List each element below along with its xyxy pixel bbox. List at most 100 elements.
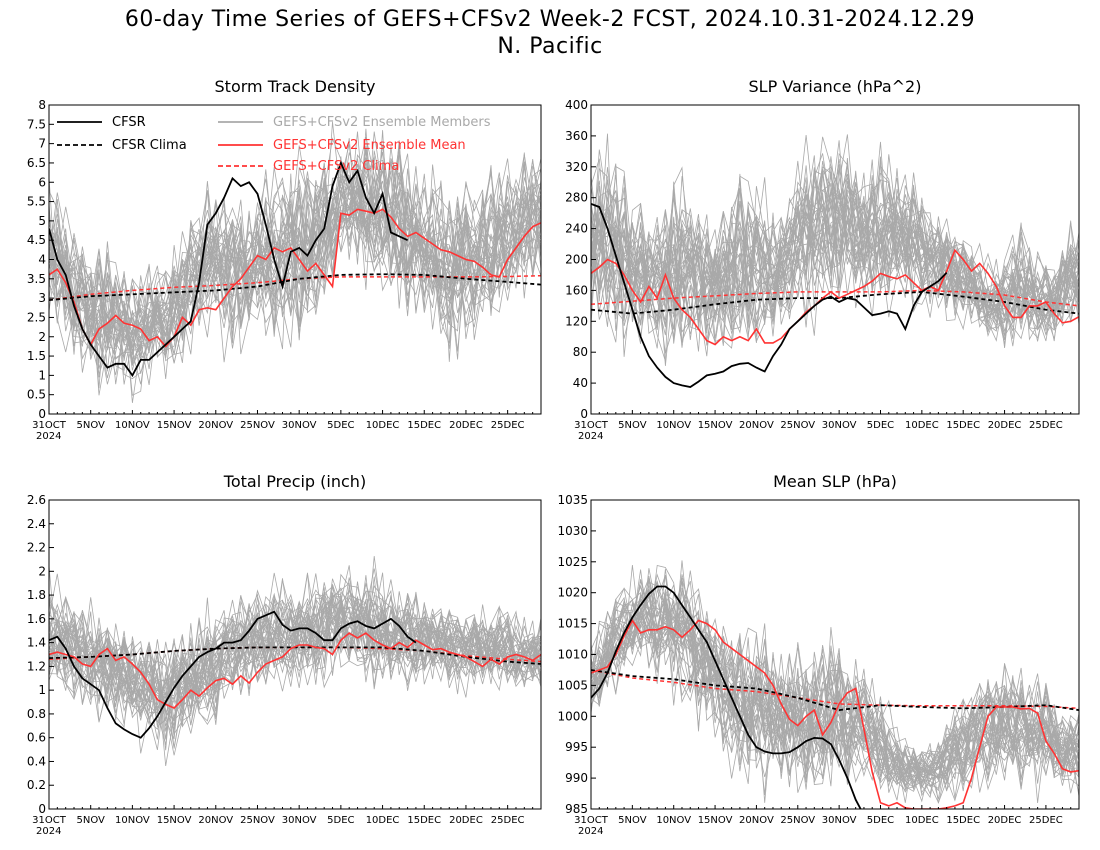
x-tick-label: 20DEC [988, 815, 1022, 826]
y-tick-label: 1.4 [27, 636, 46, 650]
x-tick-label: 20NOV [739, 420, 774, 431]
series-line-cfsr [591, 203, 948, 388]
series-line-cfsr-clima [591, 669, 1079, 712]
x-tick-label: 10DEC [905, 420, 939, 431]
y-tick-label: 1035 [557, 493, 588, 507]
x-tick-label: 20NOV [198, 420, 233, 431]
legend-label: GEFS+CFSv2 Clima [273, 159, 399, 174]
y-tick-label: 0.5 [27, 388, 46, 402]
ensemble-member-line [591, 165, 1079, 339]
x-year-label: 2024 [578, 826, 603, 837]
x-tick-label: 31OCT [574, 815, 609, 826]
y-tick-label: 320 [565, 160, 588, 174]
figure-title-line1: 60-day Time Series of GEFS+CFSv2 Week-2 … [124, 7, 976, 32]
y-tick-label: 985 [565, 802, 588, 816]
y-tick-label: 6 [38, 175, 46, 189]
y-tick-label: 5 [38, 214, 46, 228]
series-line-gefs-cfsv2-clima [591, 669, 1079, 710]
ensemble-member-line [49, 145, 541, 380]
x-tick-label: 5DEC [327, 815, 354, 826]
x-tick-label: 5NOV [618, 815, 647, 826]
y-tick-label: 2 [38, 564, 46, 578]
legend-label: CFSR Clima [112, 138, 187, 153]
x-year-label: 2024 [578, 431, 603, 442]
panel-storm-track-density: Storm Track Density 0 0.5 1 1.5 2 2.5 3 3.5 4 4.5 5… [27, 77, 542, 442]
x-tick-label: 15NOV [698, 815, 733, 826]
x-tick-label: 25DEC [1029, 815, 1063, 826]
y-tick-label: 2 [38, 330, 46, 344]
y-tick-label: 1030 [557, 524, 588, 538]
y-tick-label: 280 [565, 191, 588, 205]
y-tick-label: 995 [565, 740, 588, 754]
x-year-label: 2024 [36, 826, 61, 837]
y-tick-label: 4.5 [27, 233, 46, 247]
x-tick-label: 10DEC [366, 815, 400, 826]
y-tick-label: 2.5 [27, 310, 46, 324]
ensemble-member-line [591, 158, 1079, 354]
ensemble-members [49, 121, 541, 403]
panel-title: Storm Track Density [215, 77, 376, 96]
ensemble-member-line [49, 163, 541, 372]
x-tick-label: 5NOV [618, 420, 647, 431]
x-tick-label: 20DEC [988, 420, 1022, 431]
legend-label: GEFS+CFSv2 Ensemble Members [273, 115, 491, 130]
plot-area [591, 133, 1079, 388]
x-tick-label: 15DEC [407, 420, 441, 431]
x-tick-label: 31OCT [32, 420, 67, 431]
y-tick-label: 990 [565, 771, 588, 785]
ensemble-member-line [591, 593, 1079, 800]
y-tick-label: 360 [565, 129, 588, 143]
x-tick-label: 25DEC [491, 815, 525, 826]
x-tick-label: 10NOV [656, 815, 691, 826]
figure-title: 60-day Time Series of GEFS+CFSv2 Week-2 … [0, 6, 1100, 60]
y-tick-label: 3 [38, 291, 46, 305]
y-tick-label: 1025 [557, 555, 588, 569]
x-tick-label: 25NOV [780, 420, 815, 431]
y-tick-label: 7.5 [27, 117, 46, 131]
y-tick-label: 80 [573, 345, 588, 359]
ensemble-member-line [591, 580, 1079, 804]
x-tick-label: 25NOV [240, 420, 275, 431]
panel-slp-variance: SLP Variance (hPa^2) 0 40 80 120 160 200 240 280… [565, 77, 1080, 442]
series-line-gefs-cfsv2-ensemble-mean [591, 248, 1079, 346]
x-tick-label: 20NOV [198, 815, 233, 826]
y-tick-label: 120 [565, 314, 588, 328]
panel-title: Total Precip (inch) [223, 472, 366, 491]
x-tick-label: 10NOV [656, 420, 691, 431]
x-tick-label: 25DEC [491, 420, 525, 431]
ensemble-member-line [49, 162, 541, 345]
legend-label: CFSR [112, 115, 146, 130]
y-tick-label: 3.5 [27, 272, 46, 286]
x-tick-label: 30NOV [282, 815, 317, 826]
x-tick-label: 5NOV [76, 420, 105, 431]
ensemble-member-line [591, 170, 1079, 335]
ensemble-member-line [49, 593, 541, 726]
y-tick-label: 1 [38, 683, 46, 697]
y-tick-label: 0.6 [27, 731, 46, 745]
y-tick-label: 0 [38, 407, 46, 421]
y-tick-label: 2.6 [27, 493, 46, 507]
panel-title: SLP Variance (hPa^2) [749, 77, 922, 96]
ensemble-member-line [49, 576, 541, 766]
plot-frame [48, 499, 542, 810]
y-tick-label: 1005 [557, 678, 588, 692]
y-tick-label: 2.2 [27, 541, 46, 555]
y-tick-label: 4 [38, 253, 46, 267]
plot-area [591, 560, 1079, 809]
x-tick-label: 15DEC [407, 815, 441, 826]
y-tick-label: 2.4 [27, 517, 46, 531]
x-tick-label: 5DEC [867, 815, 894, 826]
x-tick-label: 10DEC [366, 420, 400, 431]
y-tick-label: 0 [580, 407, 588, 421]
ensemble-member-line [591, 588, 1079, 796]
x-tick-label: 10DEC [905, 815, 939, 826]
series-line-cfsr [49, 610, 417, 739]
series-line-gefs-cfsv2-ensemble-mean [591, 618, 1079, 809]
ensemble-member-line [49, 121, 541, 385]
x-tick-label: 5NOV [76, 815, 105, 826]
series-line-gefs-cfsv2-clima [591, 289, 1079, 307]
x-tick-label: 15DEC [946, 420, 980, 431]
ensemble-members [591, 133, 1079, 366]
y-tick-label: 0.8 [27, 707, 46, 721]
